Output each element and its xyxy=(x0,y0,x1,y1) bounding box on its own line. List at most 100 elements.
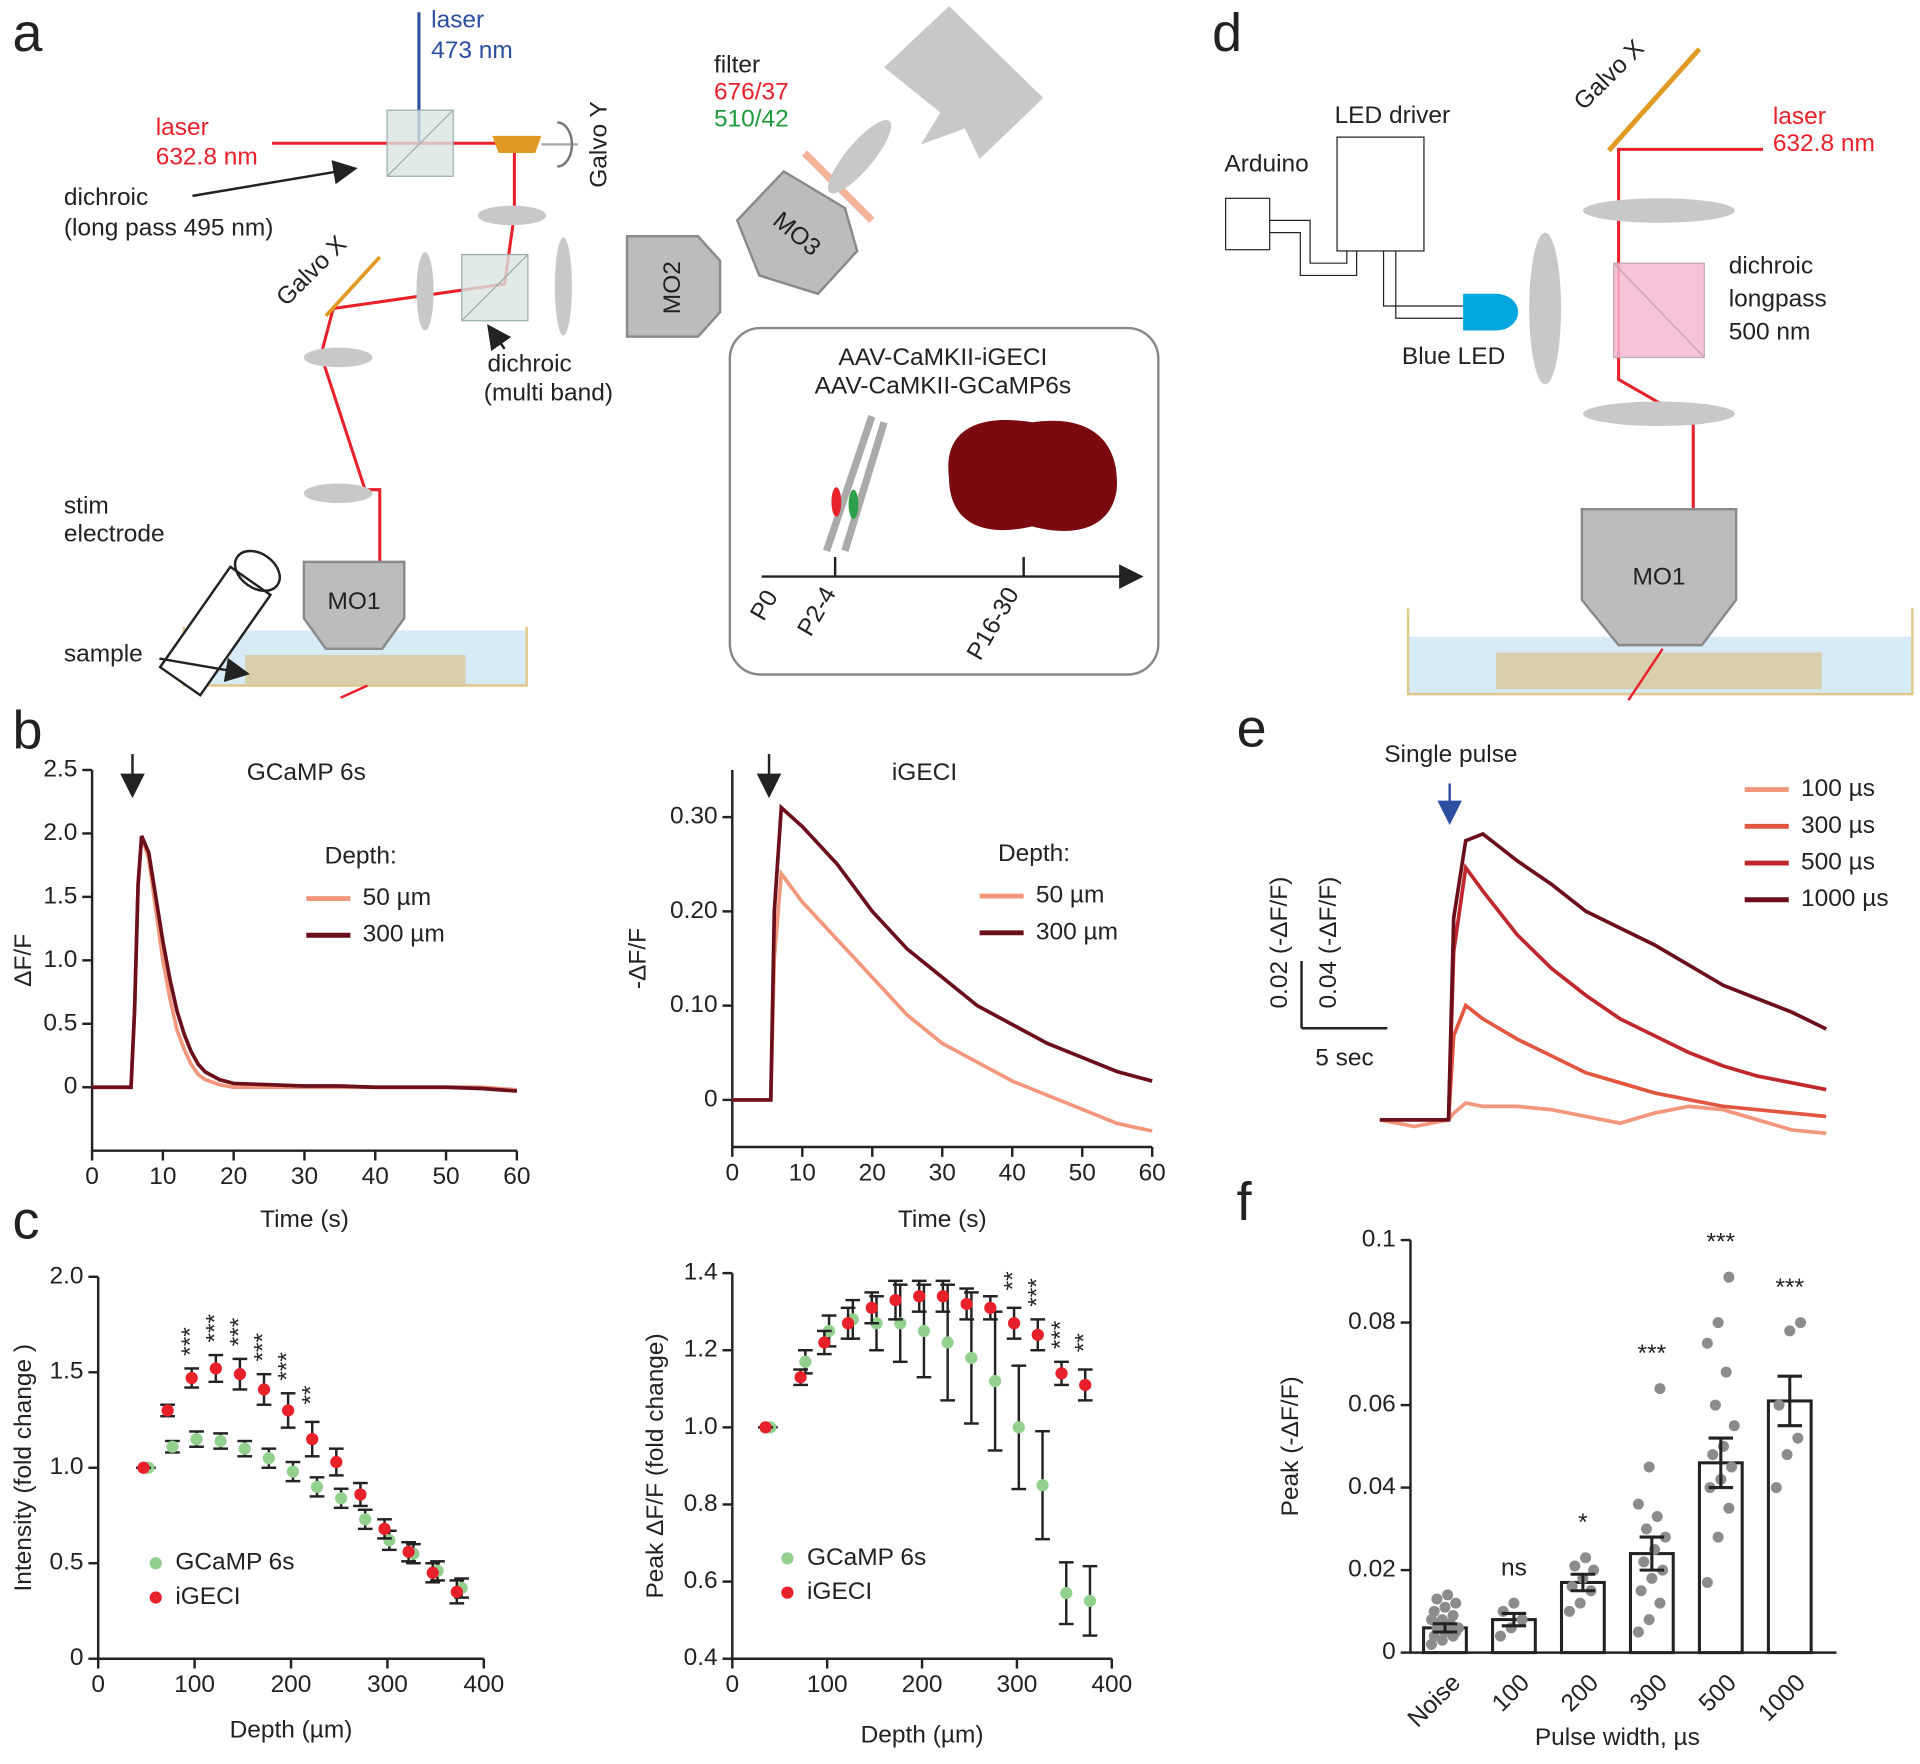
label: 632.8 nm xyxy=(156,143,258,170)
y-tick-label: 0.02 xyxy=(1348,1556,1396,1583)
label: sample xyxy=(64,640,143,667)
x-tick-label: 0 xyxy=(726,1159,740,1186)
data-point xyxy=(1516,1614,1528,1626)
y-tick-label: 2.0 xyxy=(43,819,77,846)
galvo xyxy=(492,135,542,154)
point xyxy=(818,1336,831,1349)
point xyxy=(185,1371,198,1385)
data-point xyxy=(1728,1420,1740,1432)
data-point xyxy=(1640,1523,1652,1535)
series-line xyxy=(732,868,1153,1133)
series-line xyxy=(1379,831,1828,1122)
point xyxy=(1036,1479,1049,1492)
data-point xyxy=(1439,1601,1451,1613)
objective xyxy=(735,169,859,296)
y-tick-label: 1.4 xyxy=(684,1259,718,1286)
legend-label: GCaMP 6s xyxy=(175,1549,294,1576)
data-point xyxy=(1563,1605,1575,1617)
point xyxy=(1079,1378,1092,1392)
x-tick-label: 100 xyxy=(807,1671,848,1698)
label: laser xyxy=(156,114,209,141)
x-tick-label: 60 xyxy=(503,1163,530,1190)
y-tick-label: 0.10 xyxy=(670,991,718,1018)
panel-label: d xyxy=(1212,3,1242,63)
x-axis-label: Depth (µm) xyxy=(230,1716,353,1743)
point xyxy=(214,1434,227,1448)
lens xyxy=(1583,401,1735,427)
diagram-d: Arduino LED driver Blue LED Galvo X lase… xyxy=(1224,35,1914,701)
y-tick-label: 0.1 xyxy=(1362,1226,1396,1253)
label: 676/37 xyxy=(714,79,789,106)
legend-label: iGECI xyxy=(807,1578,872,1605)
y-axis-label: -ΔF/F xyxy=(625,928,652,989)
point xyxy=(1083,1594,1097,1608)
y-tick-label: 0.5 xyxy=(43,1009,77,1036)
point xyxy=(286,1465,300,1478)
data-point xyxy=(1431,1593,1443,1605)
legend-label: 300 µs xyxy=(1801,812,1875,839)
label: dichroic xyxy=(487,350,571,377)
bar xyxy=(1766,1399,1813,1655)
point xyxy=(402,1545,415,1558)
inset-box xyxy=(728,326,1160,676)
focus xyxy=(340,684,369,699)
significance: *** xyxy=(1707,1228,1736,1255)
data-point xyxy=(1632,1498,1644,1510)
point xyxy=(941,1336,954,1349)
significance: *** xyxy=(1638,1340,1667,1367)
x-tick-label: 20 xyxy=(220,1163,247,1190)
y-tick-label: 0 xyxy=(1382,1638,1396,1665)
point xyxy=(335,1492,348,1505)
panel-labels: a b c d e f xyxy=(13,3,1267,1250)
legend-label: 100 µs xyxy=(1801,775,1875,802)
legend-title: Depth: xyxy=(325,842,397,869)
scale-bar-label: 0.02 (-ΔF/F) xyxy=(1266,877,1293,1009)
galvo xyxy=(324,255,382,318)
data-point xyxy=(1651,1510,1663,1522)
lens xyxy=(1529,232,1562,385)
label: 500 nm xyxy=(1729,318,1811,345)
point xyxy=(233,1368,247,1381)
electrode-coil xyxy=(233,549,281,592)
timeline-label: P2-4 xyxy=(792,582,841,640)
label: Blue LED xyxy=(1402,343,1505,370)
significance: *** xyxy=(274,1352,301,1381)
diagram-a: laser 473 nm laser 632.8 nm dichroic (lo… xyxy=(64,6,1160,699)
series-line xyxy=(1379,862,1827,1122)
data-point xyxy=(1643,1461,1655,1473)
beam xyxy=(1617,147,1764,510)
legend-marker xyxy=(781,1552,794,1565)
data-point xyxy=(1508,1597,1520,1609)
data-point xyxy=(1654,1383,1666,1395)
data-point xyxy=(1792,1432,1804,1444)
data-point xyxy=(1659,1531,1671,1543)
data-point xyxy=(1707,1449,1719,1461)
y-tick-label: 1.0 xyxy=(684,1413,718,1440)
point xyxy=(936,1290,950,1303)
point xyxy=(794,1371,807,1384)
data-point xyxy=(1726,1461,1738,1473)
objective xyxy=(302,560,406,651)
cube-diagonal xyxy=(386,109,454,177)
data-point xyxy=(1720,1366,1732,1378)
wire xyxy=(1269,219,1348,264)
syringe-fill xyxy=(831,487,842,517)
series-line xyxy=(92,835,517,1092)
x-tick-label: 0 xyxy=(726,1671,740,1698)
point xyxy=(359,1513,372,1526)
chart-title: GCaMP 6s xyxy=(247,759,366,786)
significance: *** xyxy=(177,1327,204,1356)
label: MO2 xyxy=(659,261,686,314)
data-point xyxy=(1442,1589,1454,1601)
pointer xyxy=(159,657,250,683)
label: (multi band) xyxy=(484,380,613,407)
led-driver xyxy=(1336,136,1425,252)
pointer xyxy=(192,160,358,198)
y-tick-label: 1.5 xyxy=(49,1358,83,1385)
point xyxy=(1031,1328,1044,1341)
data-point xyxy=(1784,1325,1796,1337)
legend-marker xyxy=(781,1586,794,1599)
legend-label: 1000 µs xyxy=(1801,885,1889,912)
label: (long pass 495 nm) xyxy=(64,214,273,241)
